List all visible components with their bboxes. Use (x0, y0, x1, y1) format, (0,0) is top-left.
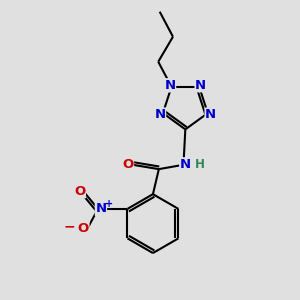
Text: −: − (64, 220, 75, 234)
Text: N: N (154, 108, 166, 121)
Text: N: N (195, 79, 206, 92)
Text: O: O (122, 158, 134, 171)
Text: N: N (180, 158, 191, 171)
Text: N: N (95, 202, 106, 215)
Text: N: N (205, 108, 216, 121)
Text: O: O (74, 185, 85, 198)
Text: H: H (195, 158, 205, 171)
Text: O: O (78, 221, 89, 235)
Text: N: N (164, 79, 175, 92)
Text: +: + (105, 199, 113, 208)
